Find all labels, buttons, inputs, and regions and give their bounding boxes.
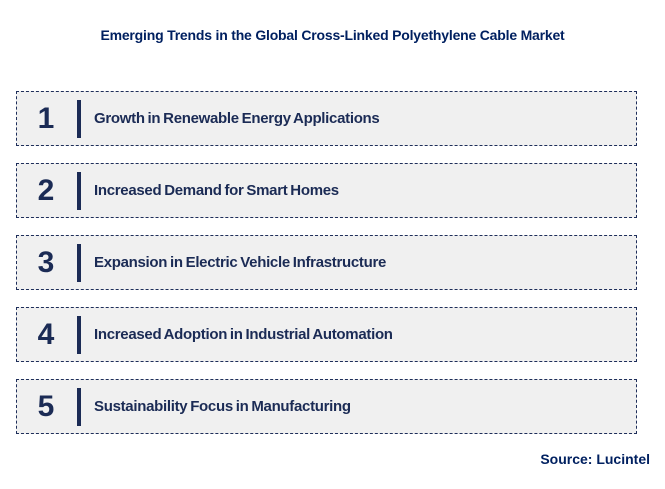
divider-bar (77, 243, 81, 282)
page-title: Emerging Trends in the Global Cross-Link… (100, 27, 565, 43)
trend-number: 2 (37, 173, 55, 207)
trend-item: 2 Increased Demand for Smart Homes (16, 163, 637, 218)
divider-bar (77, 387, 81, 426)
trend-label: Sustainability Focus in Manufacturing (94, 398, 351, 415)
trend-number: 5 (37, 389, 55, 423)
trend-label: Increased Demand for Smart Homes (94, 182, 339, 199)
trend-label: Increased Adoption in Industrial Automat… (94, 326, 393, 343)
divider-bar (77, 315, 81, 354)
trends-list: 1 Growth in Renewable Energy Application… (16, 91, 637, 451)
trend-number: 3 (37, 245, 55, 279)
trend-label: Expansion in Electric Vehicle Infrastruc… (94, 254, 387, 271)
trend-item: 1 Growth in Renewable Energy Application… (16, 91, 637, 146)
source-credit: Source: Lucintel (540, 451, 650, 467)
divider-bar (77, 171, 81, 210)
trend-label: Growth in Renewable Energy Applications (94, 110, 380, 127)
trend-number: 4 (37, 317, 55, 351)
trend-number: 1 (37, 101, 55, 135)
trend-item: 3 Expansion in Electric Vehicle Infrastr… (16, 235, 637, 290)
trend-item: 4 Increased Adoption in Industrial Autom… (16, 307, 637, 362)
divider-bar (77, 99, 81, 138)
trend-item: 5 Sustainability Focus in Manufacturing (16, 379, 637, 434)
